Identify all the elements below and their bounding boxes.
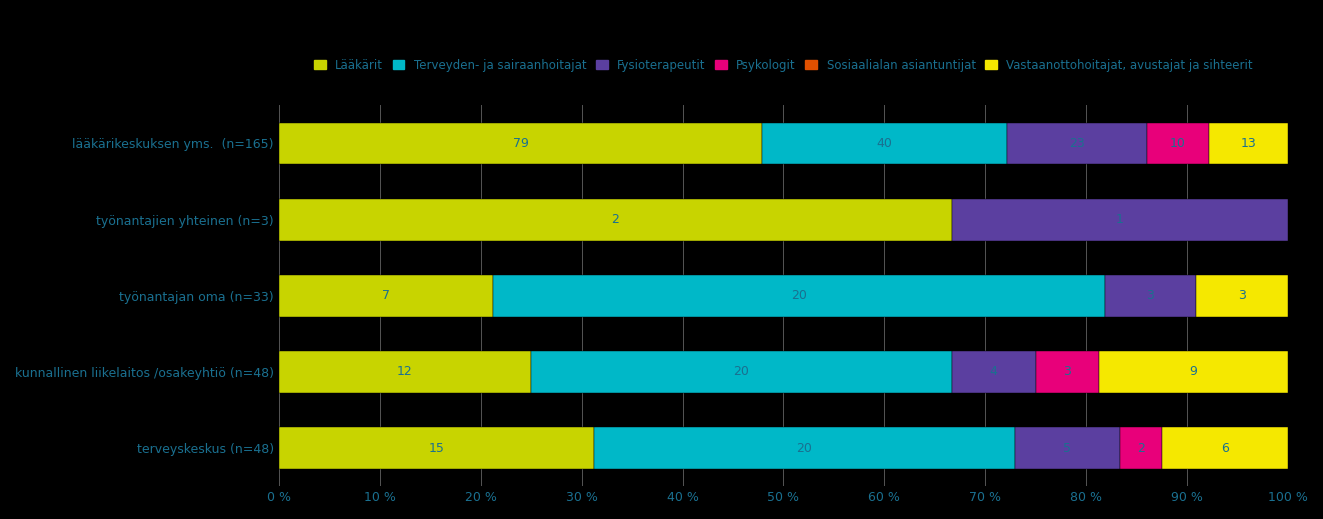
Text: 2: 2: [1136, 442, 1144, 455]
Text: 79: 79: [512, 137, 528, 150]
Text: 10: 10: [1170, 137, 1185, 150]
Text: 9: 9: [1189, 365, 1197, 378]
Bar: [762, 122, 1007, 165]
Text: 3: 3: [1064, 365, 1072, 378]
Text: 5: 5: [1064, 442, 1072, 455]
Bar: [1036, 351, 1099, 393]
Text: 40: 40: [876, 137, 892, 150]
Bar: [1105, 275, 1196, 317]
Text: 4: 4: [990, 365, 998, 378]
Bar: [951, 351, 1036, 393]
Text: 3: 3: [1147, 289, 1155, 302]
Bar: [1099, 351, 1289, 393]
Text: 15: 15: [429, 442, 445, 455]
Text: 1: 1: [1115, 213, 1123, 226]
Text: 6: 6: [1221, 442, 1229, 455]
Bar: [1147, 122, 1208, 165]
Bar: [493, 275, 1105, 317]
Bar: [279, 427, 594, 469]
Text: 2: 2: [611, 213, 619, 226]
Bar: [594, 427, 1015, 469]
Text: 7: 7: [382, 289, 390, 302]
Text: 20: 20: [791, 289, 807, 302]
Bar: [951, 199, 1289, 240]
Legend: Lääkärit, Terveyden- ja sairaanhoitajat, Fysioterapeutit, Psykologit, Sosiaalial: Lääkärit, Terveyden- ja sairaanhoitajat,…: [310, 54, 1258, 77]
Text: 13: 13: [1241, 137, 1256, 150]
Bar: [279, 122, 762, 165]
Bar: [1162, 427, 1289, 469]
Text: 12: 12: [397, 365, 413, 378]
Text: 20: 20: [733, 365, 749, 378]
Bar: [1119, 427, 1162, 469]
Text: 23: 23: [1069, 137, 1085, 150]
Bar: [1196, 275, 1289, 317]
Bar: [279, 351, 531, 393]
Bar: [1015, 427, 1119, 469]
Text: 20: 20: [796, 442, 812, 455]
Bar: [1007, 122, 1147, 165]
Text: 3: 3: [1238, 289, 1246, 302]
Bar: [1208, 122, 1289, 165]
Bar: [531, 351, 951, 393]
Bar: [279, 199, 951, 240]
Bar: [279, 275, 493, 317]
